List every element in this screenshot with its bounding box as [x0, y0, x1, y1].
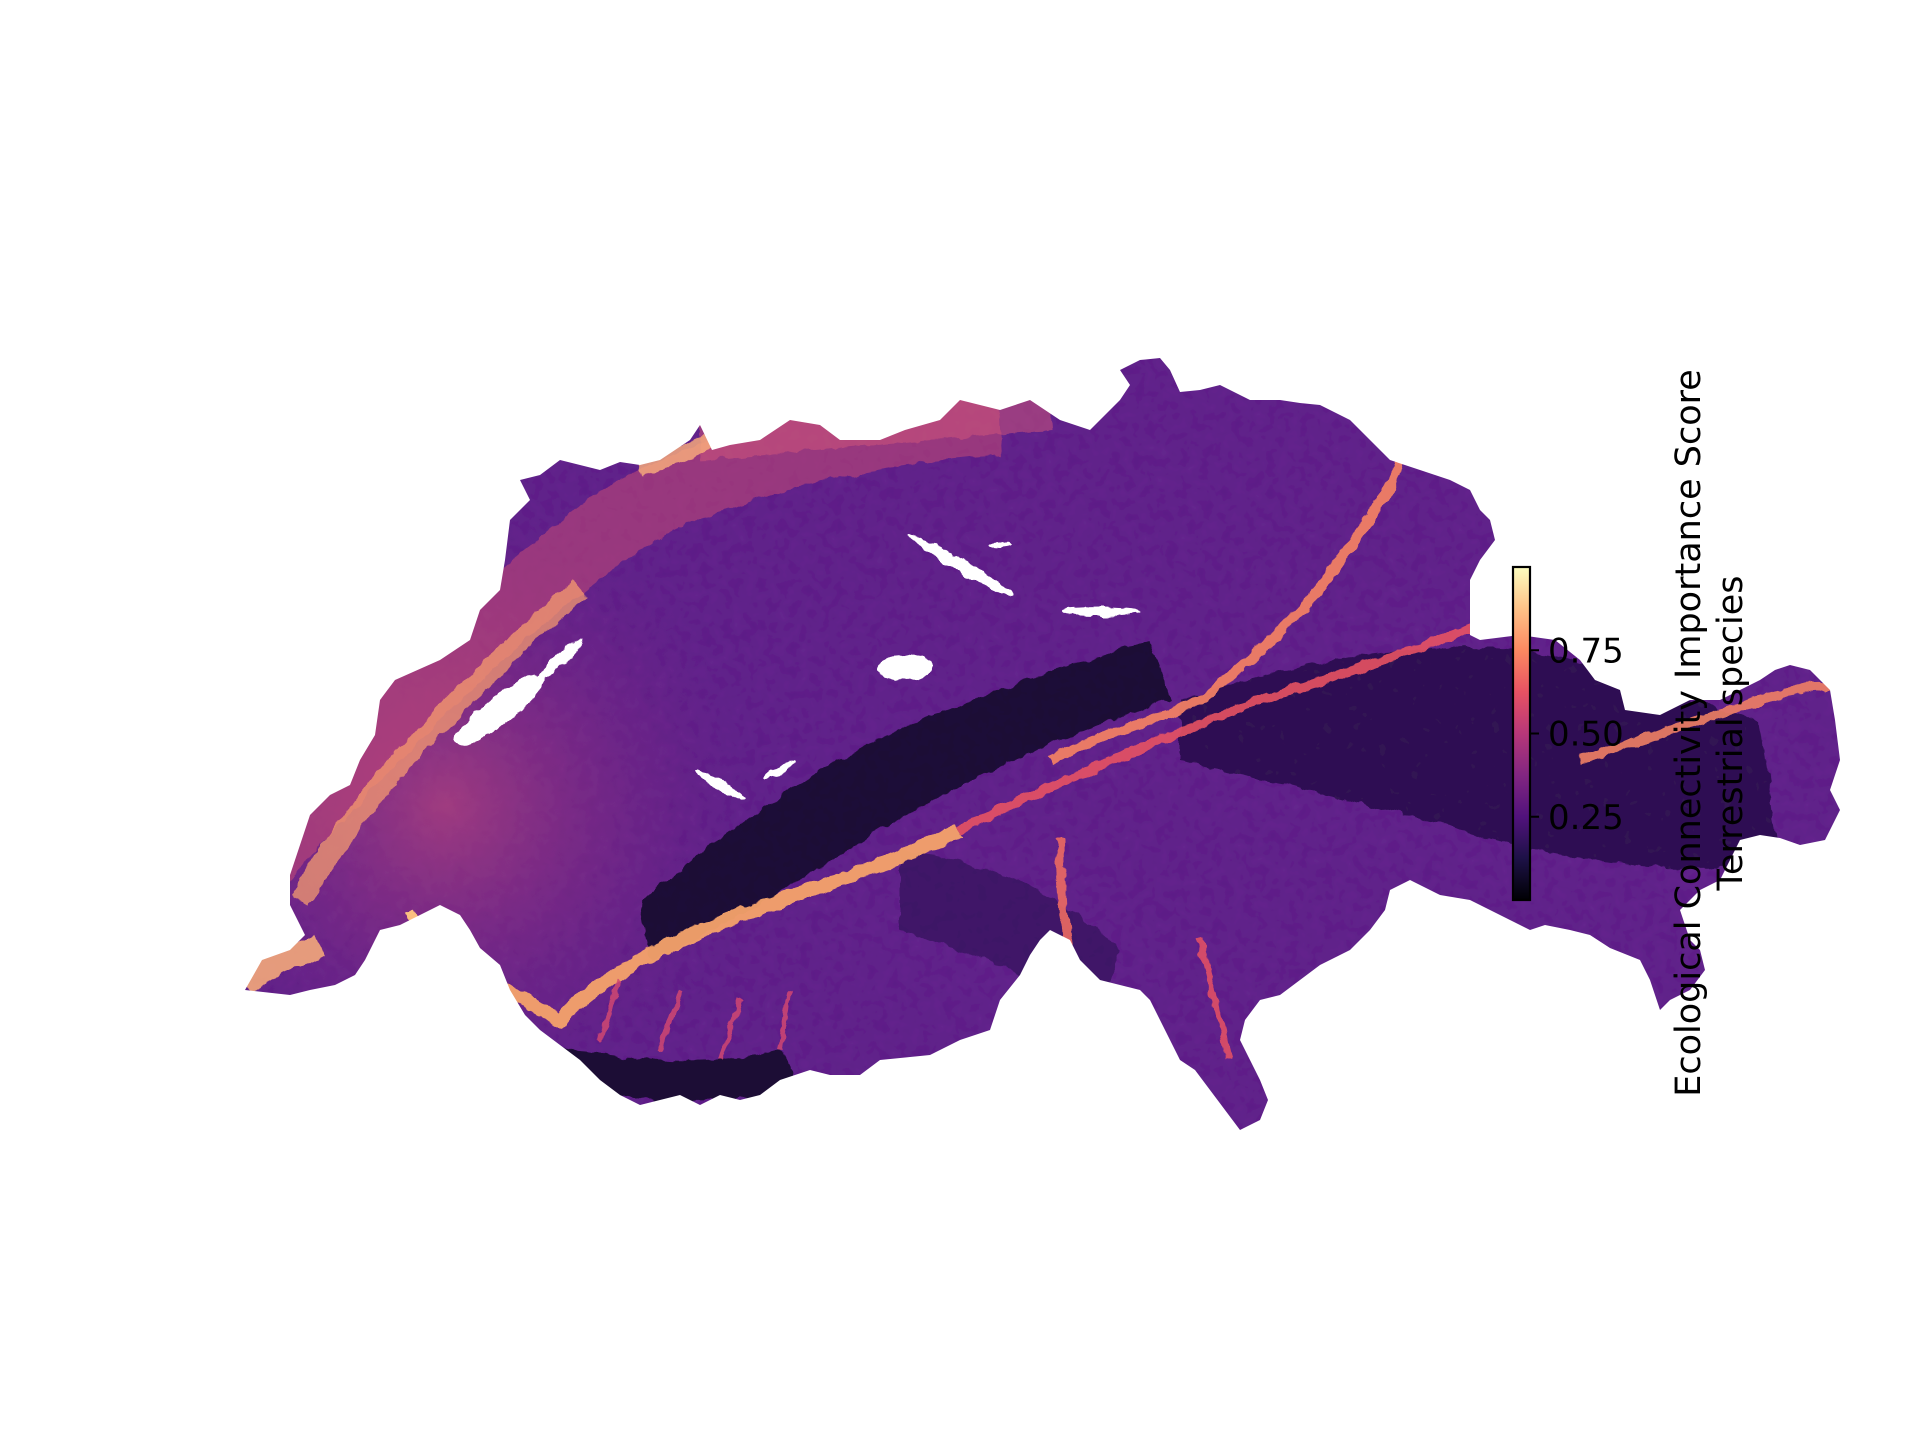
- colorbar-tick-label: 0.25: [1548, 798, 1624, 838]
- lake-brienz: [763, 761, 797, 779]
- colorbar-label: Ecological Connectivity Importance Score…: [1669, 369, 1751, 1097]
- map-geneva-tip: [245, 934, 326, 994]
- map-alpine-corridor: [957, 605, 1522, 835]
- lake-thun: [695, 770, 745, 800]
- map-rhine-valley: [1047, 458, 1405, 765]
- map-basel-bright: [637, 432, 714, 478]
- lake-geneva: [455, 674, 545, 746]
- map-valais-side-valleys: [597, 979, 793, 1061]
- colorbar-label-line2: Terrestrial species: [1711, 576, 1751, 892]
- lake-zurich: [907, 534, 1013, 596]
- colorbar-tick-label: 0.75: [1548, 631, 1624, 671]
- colorbar-ticks: 0.25 0.50 0.75: [1530, 631, 1624, 838]
- lake-maggiore: [1050, 1044, 1060, 1076]
- colorbar-tick-label: 0.50: [1548, 715, 1624, 755]
- map-switzerland: [245, 358, 1840, 1130]
- lake-lucerne: [877, 656, 933, 680]
- map-inn-valley: [1578, 681, 1834, 765]
- colorbar-gradient: [1511, 565, 1532, 902]
- colorbar: 0.25 0.50 0.75 Ecological Connectivity Imp…: [1511, 369, 1751, 1097]
- lake-walen: [1060, 608, 1140, 616]
- map-bernese-alps-dark: [640, 640, 1170, 960]
- lake-constance: [988, 542, 1012, 548]
- colorbar-label-line1: Ecological Connectivity Importance Score: [1669, 369, 1709, 1097]
- map-mesolcina: [1197, 939, 1233, 1061]
- map-jura-lowland-bright: [290, 581, 587, 906]
- lake-neuchatel: [536, 640, 584, 680]
- map-sud-bright: [1020, 1013, 1071, 1101]
